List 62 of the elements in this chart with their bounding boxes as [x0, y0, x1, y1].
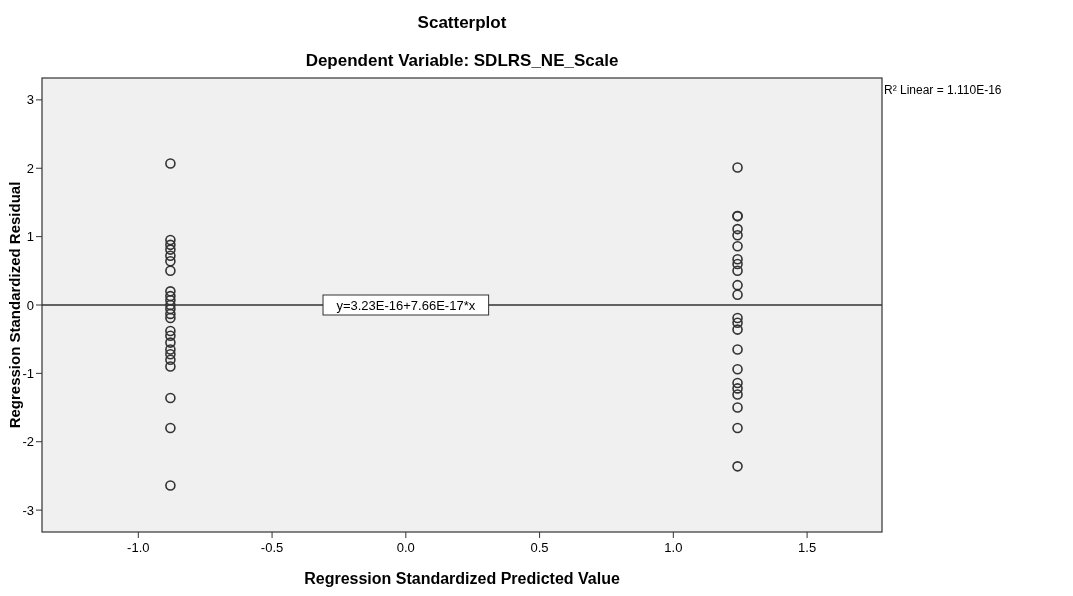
point	[165, 354, 176, 365]
y-axis-title: Regression Standardized Residual	[6, 181, 23, 429]
point	[165, 392, 176, 404]
point	[165, 344, 176, 355]
y-tick-label: -3	[22, 502, 34, 518]
chart-subtitle: Dependent Variable: SDLRS_NE_Scale	[305, 51, 619, 70]
point	[165, 361, 176, 372]
x-tick-label: 0.5	[530, 540, 549, 555]
point	[165, 480, 176, 491]
point	[165, 290, 176, 302]
point	[732, 344, 743, 355]
point	[732, 162, 743, 173]
x-tick-label: -0.5	[260, 540, 284, 555]
point	[165, 255, 176, 267]
point	[732, 265, 743, 277]
point	[732, 461, 743, 472]
y-tick-label: 1	[26, 229, 34, 245]
x-tick-label: 0.0	[396, 540, 415, 555]
point	[732, 229, 743, 241]
x-tick-label: -1.0	[127, 540, 150, 555]
point	[732, 402, 743, 413]
annotation: y=3.23E-16+7.66E-17*x	[336, 297, 476, 313]
x-tick-label: 1.0	[664, 540, 683, 555]
y-tick-label: 3	[26, 92, 34, 108]
y-tick-label: -1	[22, 365, 34, 381]
point	[165, 265, 176, 277]
point	[732, 240, 743, 252]
point	[165, 337, 176, 348]
point	[165, 299, 176, 311]
chart-title: Scatterplot	[417, 13, 507, 32]
point	[732, 383, 743, 394]
point	[165, 158, 176, 169]
y-tick-label: -2	[22, 434, 34, 450]
point	[732, 258, 743, 270]
point	[165, 308, 176, 320]
point	[732, 389, 743, 400]
point	[165, 244, 176, 255]
point	[165, 250, 176, 262]
point	[165, 303, 176, 315]
point	[165, 234, 176, 246]
point	[732, 223, 743, 235]
y-tick-label: 2	[26, 160, 34, 176]
text: R² Linear = 1.110E-16	[884, 83, 1002, 97]
point	[732, 363, 743, 375]
point	[165, 239, 176, 251]
point	[732, 324, 743, 335]
point	[165, 422, 176, 434]
point	[165, 286, 176, 297]
point	[732, 289, 743, 301]
x-tick-label: 1.5	[798, 540, 817, 555]
x-axis-title: Regression Standardized Predicted Value	[304, 570, 620, 587]
point	[732, 312, 743, 324]
point	[165, 348, 176, 360]
point	[165, 312, 176, 324]
point	[732, 279, 743, 291]
point	[732, 422, 743, 434]
y-tick-label: 0	[26, 297, 34, 313]
point	[732, 253, 743, 265]
point	[732, 377, 743, 389]
point	[165, 330, 176, 342]
point	[732, 317, 743, 329]
point	[165, 325, 176, 337]
